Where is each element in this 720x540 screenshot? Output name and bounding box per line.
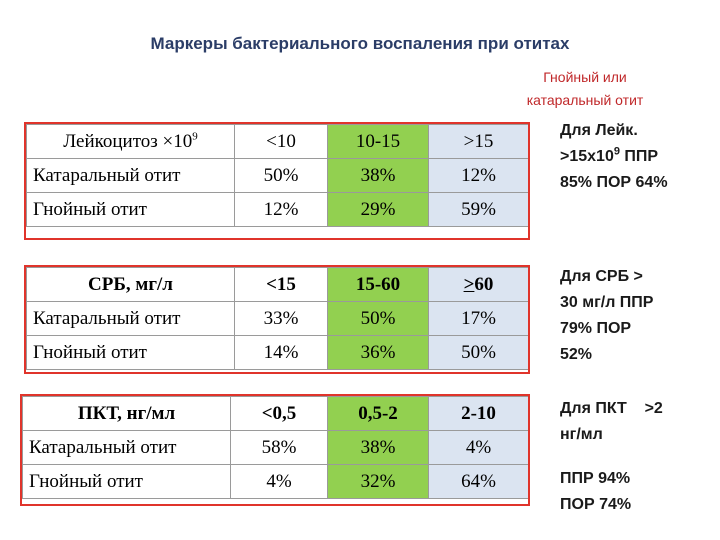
table-row: Катаральный отит 50% 38% 12% <box>26 158 529 193</box>
table-header-row: ПКТ, нг/мл <0,5 0,5-2 2-10 <box>22 396 529 431</box>
column-note-line1: Гнойный или <box>543 69 627 85</box>
cell-value: 36% <box>327 335 429 370</box>
header-col: <0,5 <box>230 396 328 431</box>
table-row: Гнойный отит 4% 32% 64% <box>22 464 529 499</box>
crp-note: Для СРБ > 30 мг/л ППР 79% ПОР 52% <box>560 264 720 368</box>
leukocytosis-note: Для Лейк. >15x109 ППР 85% ПОР 64% <box>560 118 720 196</box>
pct-table: ПКТ, нг/мл <0,5 0,5-2 2-10 Катаральный о… <box>22 396 529 499</box>
note-line: 79% ПОР <box>560 320 632 337</box>
header-col: 2-10 <box>428 396 529 431</box>
cell-value: 64% <box>428 464 529 499</box>
cell-value: 4% <box>428 430 529 465</box>
cell-value: 50% <box>327 301 429 336</box>
note-line: >15x109 ППР <box>560 145 659 165</box>
note-line: Для СРБ > <box>560 268 643 285</box>
cell-value: 38% <box>327 158 429 193</box>
cell-value: 4% <box>230 464 328 499</box>
row-label: Гнойный отит <box>26 192 235 227</box>
header-col: >15 <box>428 124 529 159</box>
header-col: 0,5-2 <box>327 396 429 431</box>
table-header-row: Лейкоцитоз ×109 <10 10-15 >15 <box>26 124 529 159</box>
note-line: ППР 94% <box>560 470 631 487</box>
header-col: <10 <box>234 124 328 159</box>
cell-value: 38% <box>327 430 429 465</box>
cell-value: 14% <box>234 335 328 370</box>
pct-note: Для ПКТ >2 нг/мл <box>560 396 720 448</box>
note-line: 30 мг/л ППР <box>560 294 654 311</box>
note-line: Для ПКТ >2 <box>560 400 663 417</box>
column-note-line2: катаральный отит <box>526 92 644 108</box>
note-line: нг/мл <box>560 426 603 443</box>
cell-value: 29% <box>327 192 429 227</box>
row-label: Катаральный отит <box>26 158 235 193</box>
header-col: 10-15 <box>327 124 429 159</box>
row-label: Гнойный отит <box>22 464 231 499</box>
pct-note-values: ППР 94% ПОР 74% <box>560 466 720 518</box>
table-row: Гнойный отит 12% 29% 59% <box>26 192 529 227</box>
cell-value: 50% <box>428 335 529 370</box>
cell-value: 17% <box>428 301 529 336</box>
header-col: <15 <box>234 267 328 302</box>
note-line: 85% ПОР 64% <box>560 174 668 191</box>
cell-value: 12% <box>234 192 328 227</box>
crp-table: СРБ, мг/л <15 15-60 >60 Катаральный отит… <box>26 267 529 370</box>
row-label: Катаральный отит <box>26 301 235 336</box>
header-col: 15-60 <box>327 267 429 302</box>
cell-value: 58% <box>230 430 328 465</box>
note-line: ПОР 74% <box>560 496 632 513</box>
row-label: Катаральный отит <box>22 430 231 465</box>
note-line: Для Лейк. <box>560 122 638 139</box>
slide-title: Маркеры бактериального воспаления при от… <box>150 34 570 53</box>
table-row: Катаральный отит 58% 38% 4% <box>22 430 529 465</box>
row-label: Гнойный отит <box>26 335 235 370</box>
table-row: Гнойный отит 14% 36% 50% <box>26 335 529 370</box>
header-label: ПКТ, нг/мл <box>22 396 231 431</box>
header-label: СРБ, мг/л <box>26 267 235 302</box>
cell-value: 32% <box>327 464 429 499</box>
header-label: Лейкоцитоз ×109 <box>26 124 235 159</box>
cell-value: 50% <box>234 158 328 193</box>
cell-value: 59% <box>428 192 529 227</box>
table-header-row: СРБ, мг/л <15 15-60 >60 <box>26 267 529 302</box>
column-note: Гнойный или катаральный отит <box>500 66 670 112</box>
header-col: >60 <box>428 267 529 302</box>
cell-value: 33% <box>234 301 328 336</box>
table-row: Катаральный отит 33% 50% 17% <box>26 301 529 336</box>
cell-value: 12% <box>428 158 529 193</box>
note-line: 52% <box>560 346 593 363</box>
leukocytosis-table: Лейкоцитоз ×109 <10 10-15 >15 Катаральны… <box>26 124 529 227</box>
